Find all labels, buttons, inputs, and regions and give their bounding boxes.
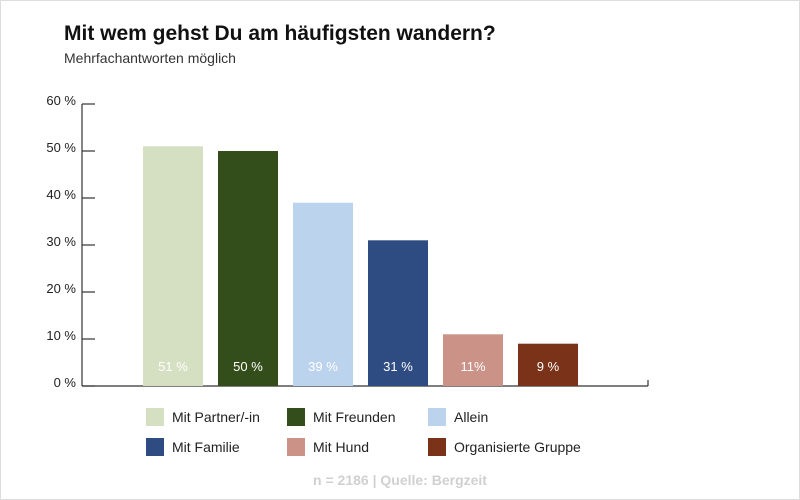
bar xyxy=(293,202,353,386)
y-tick-label: 50 % xyxy=(46,140,76,155)
legend-label: Mit Familie xyxy=(172,439,240,455)
y-tick-label: 40 % xyxy=(46,187,76,202)
legend-label: Mit Hund xyxy=(313,439,370,455)
legend-swatch xyxy=(287,408,305,426)
legend-swatch xyxy=(146,408,164,426)
legend-label: Allein xyxy=(454,409,489,425)
bar xyxy=(218,151,278,386)
chart-subtitle: Mehrfachantworten möglich xyxy=(64,50,236,66)
legend-label: Organisierte Gruppe xyxy=(454,439,581,455)
source-note: n = 2186 | Quelle: Bergzeit xyxy=(313,472,487,488)
bar-data-label: 51 % xyxy=(158,359,188,374)
y-tick-label: 0 % xyxy=(54,375,77,390)
legend-swatch xyxy=(287,438,305,456)
legend-label: Mit Partner/-in xyxy=(172,409,260,425)
legend-swatch xyxy=(146,438,164,456)
bar xyxy=(143,146,203,386)
bar-data-label: 50 % xyxy=(233,359,263,374)
bar xyxy=(443,334,503,386)
chart-title: Mit wem gehst Du am häufigsten wandern? xyxy=(64,22,496,45)
bar-data-label: 9 % xyxy=(537,359,560,374)
legend-label: Mit Freunden xyxy=(313,409,396,425)
legend-item: Allein xyxy=(428,408,488,426)
bar xyxy=(518,343,578,386)
bar-data-label: 31 % xyxy=(383,359,413,374)
legend-item: Mit Hund xyxy=(287,438,369,456)
legend-item: Organisierte Gruppe xyxy=(428,438,581,456)
bar-data-label: 11% xyxy=(460,359,485,374)
legend-item: Mit Partner/-in xyxy=(146,408,260,426)
bar xyxy=(368,240,428,386)
legend-item: Mit Familie xyxy=(146,438,240,456)
legend-item: Mit Freunden xyxy=(287,408,395,426)
y-tick-label: 30 % xyxy=(46,234,76,249)
bar-data-label: 39 % xyxy=(308,359,338,374)
y-tick-label: 20 % xyxy=(46,281,76,296)
y-tick-label: 60 % xyxy=(46,93,76,108)
legend-swatch xyxy=(428,408,446,426)
y-tick-label: 10 % xyxy=(46,328,76,343)
legend-swatch xyxy=(428,438,446,456)
